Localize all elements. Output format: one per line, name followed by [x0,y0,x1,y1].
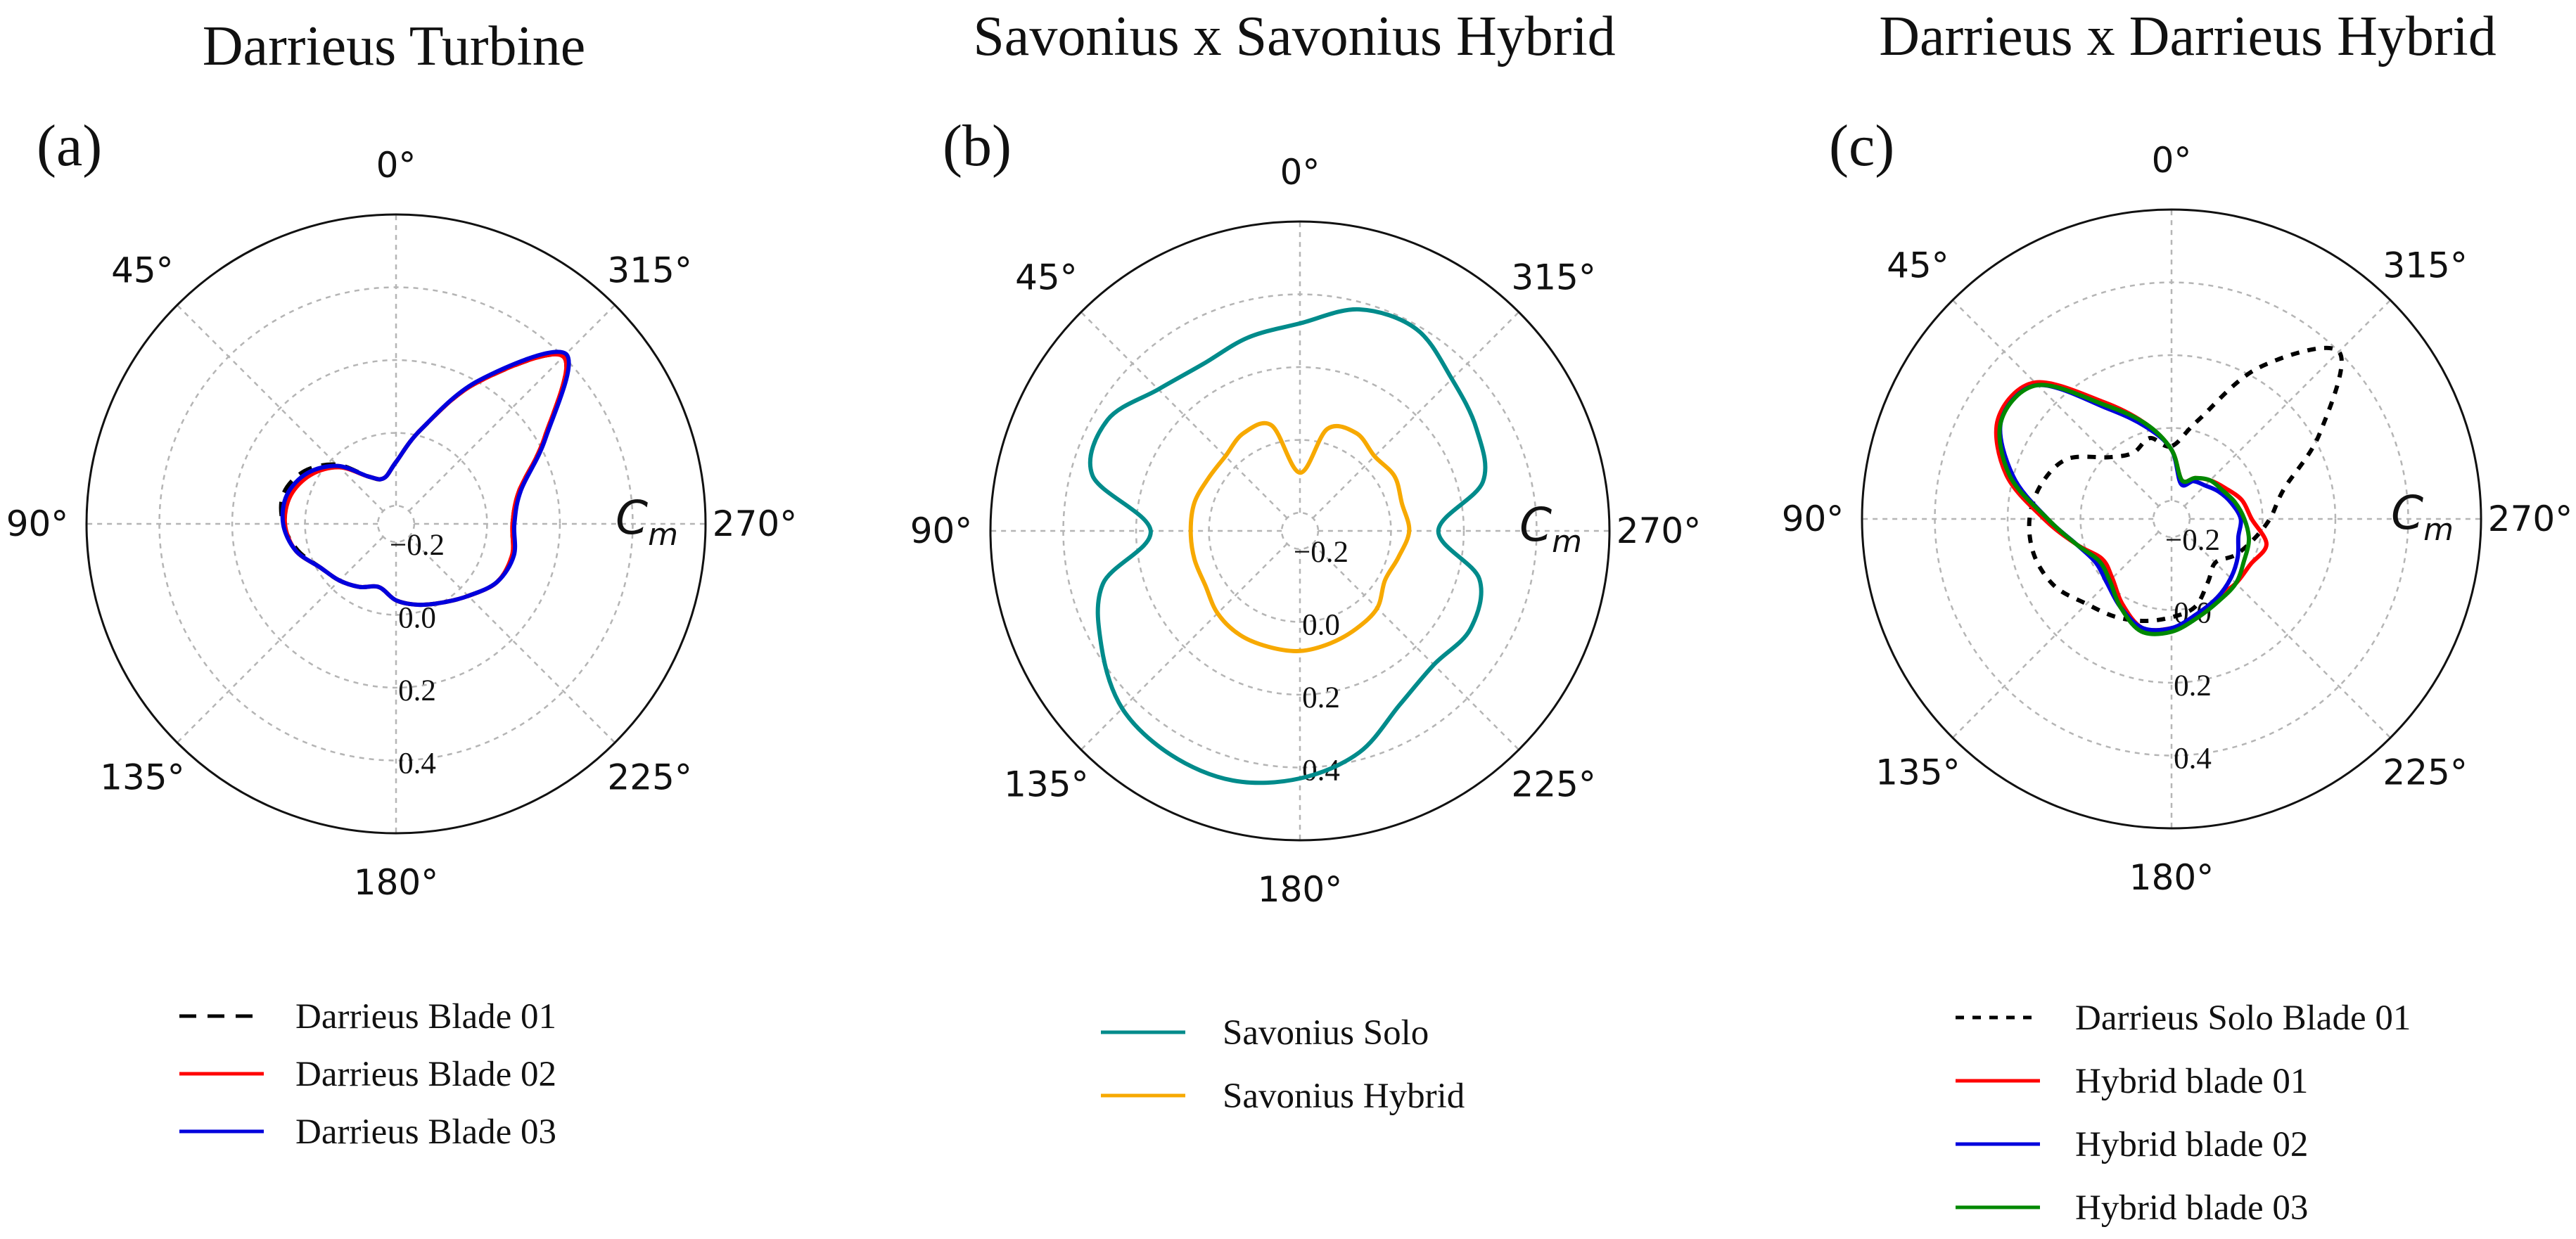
angle-tick-label: 45° [1887,245,1949,285]
legend: Darrieus Blade 01 Darrieus Blade 02 Darrie… [179,997,556,1152]
angle-tick-label: 225° [607,757,691,798]
angle-tick-label: 90° [1782,499,1844,539]
radial-axis-label: Cm [2391,486,2454,548]
angle-tick-label: 90° [910,511,973,551]
polar-frame [85,213,707,835]
radial-tick-label: −0.2 [1294,536,1348,569]
angle-tick-label: 0° [376,145,416,186]
radial-axis-label: Cm [1519,498,1582,560]
legend: Darrieus Solo Blade 01 Hybrid blade 01 Hyb… [1956,999,2411,1228]
polar-panel-2: Savonius x Savonius Hybrid (b) 0° 45° 90° 135… [910,6,1702,1116]
radial-gridline [2006,354,2337,684]
legend-entry: Savonius Solo [1223,1013,1429,1053]
radial-tick-label: −0.2 [390,529,445,562]
angle-tick-label: 180° [1258,869,1342,910]
legend-entry: Hybrid blade 03 [2075,1188,2308,1228]
legend-entry: Darrieus Blade 01 [295,997,556,1036]
angle-tick-label: 135° [100,757,184,798]
angle-tick-label: 270° [713,503,797,544]
series-line-1 [2027,345,2344,624]
radial-gridline [231,359,561,689]
legend-entry: Darrieus Blade 03 [295,1112,556,1152]
chart-title: Darrieus x Darrieus Hybrid [1879,6,2497,68]
angle-tick-label: 270° [2488,499,2572,539]
series-line-4 [1997,383,2252,636]
radial-tick-label: 0.2 [398,674,436,707]
chart-title: Darrieus Turbine [203,15,585,77]
angle-tick-label: 315° [2383,245,2467,285]
angle-tick-label: 180° [354,862,438,903]
angle-tick-label: 135° [1004,764,1088,805]
chart-title: Savonius x Savonius Hybrid [973,6,1615,68]
series-line-3 [280,349,571,608]
legend-entry: Darrieus Solo Blade 01 [2075,999,2411,1038]
angle-tick-label: 135° [1875,752,1960,793]
polar-panel-1: Darrieus Turbine (a) 0° 45° 90° 135° 180° 225° 2… [6,15,798,1152]
angle-tick-label: 45° [1015,257,1078,297]
angle-tick-label: 225° [2383,752,2467,793]
panel-label: (a) [37,113,102,179]
angle-tick-label: 315° [607,250,691,290]
radial-tick-label: −0.2 [2165,524,2220,557]
polar-panel-3: Darrieus x Darrieus Hybrid (c) 0° 45° 90° 135… [1782,6,2573,1228]
polar-frame [989,220,1611,842]
angle-tick-label: 0° [2152,140,2192,181]
panel-label: (b) [943,113,1012,179]
radial-tick-label: 0.0 [1302,608,1340,641]
radial-axis-label: Cm [616,491,678,553]
angle-tick-label: 315° [1511,257,1595,297]
angle-tick-label: 225° [1511,764,1595,805]
polar-frame [1861,208,2482,830]
radial-tick-label: 0.0 [398,601,436,634]
radial-gridline [1062,293,1538,769]
angle-tick-label: 0° [1280,152,1320,193]
radial-tick-label: 0.4 [2174,742,2212,775]
angle-tick-label: 270° [1617,511,1701,551]
radial-tick-label: 0.2 [2174,669,2212,702]
radial-tick-label: 0.4 [398,747,436,780]
panel-label: (c) [1829,113,1894,179]
angle-tick-label: 45° [111,250,174,290]
radial-tick-label: 0.2 [1302,681,1340,714]
legend-entry: Hybrid blade 02 [2075,1125,2308,1164]
angle-tick-label: 180° [2129,857,2214,898]
radial-gridline [158,286,634,762]
legend: Savonius Solo Savonius Hybrid [1101,1013,1465,1116]
radial-gridline [1135,366,1465,696]
legend-entry: Darrieus Blade 02 [295,1055,556,1094]
series-line-1 [1088,307,1488,785]
series-line-2 [1188,421,1412,653]
radial-gridline [1934,281,2409,757]
legend-entry: Savonius Hybrid [1223,1077,1465,1116]
legend-entry: Hybrid blade 01 [2075,1062,2308,1101]
angle-tick-label: 90° [6,503,69,544]
